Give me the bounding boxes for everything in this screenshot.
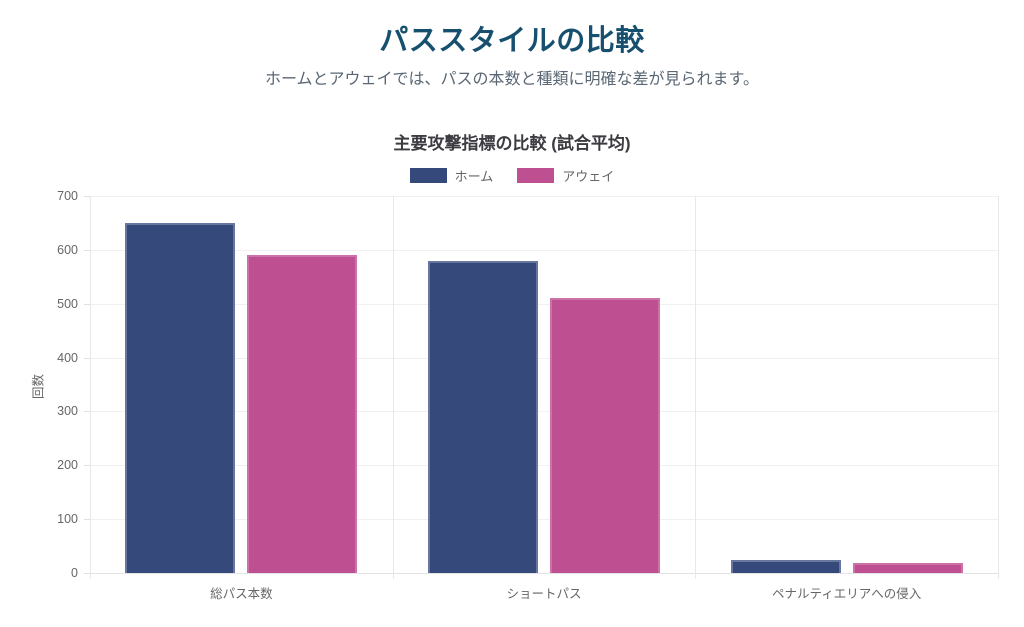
y-tick-mark [84, 196, 90, 197]
y-axis-title: 回数 [31, 374, 46, 400]
gridline-200 [90, 465, 998, 467]
y-tick-label: 500 [57, 296, 78, 311]
y-tick-mark [84, 411, 90, 413]
legend-swatch [409, 168, 447, 183]
y-tick-mark [84, 465, 90, 467]
page-subtitle: ホームとアウェイでは、パスの本数と種類に明確な差が見られます。 [265, 71, 759, 88]
y-tick-mark [84, 357, 90, 359]
y-tick-label: 300 [57, 404, 78, 419]
category-separator [392, 196, 394, 579]
legend-swatch [517, 168, 555, 183]
x-axis-label: ペナルティエリアへの侵入 [772, 587, 922, 601]
bar-アウェイ-ショートパス[interactable] [550, 298, 660, 573]
y-tick-mark [84, 303, 90, 305]
gridline-300 [90, 411, 998, 413]
gridline-600 [90, 249, 998, 251]
category-separator [998, 196, 999, 579]
y-tick-label: 400 [57, 350, 78, 365]
plot-area [90, 196, 999, 579]
page-title: パススタイルの比較 [379, 25, 645, 57]
y-tick-label: 700 [57, 189, 78, 203]
bar-ホーム-ペナルティエリアへの侵入[interactable] [730, 559, 841, 573]
chart-legend: ホーム アウェイ [0, 166, 1024, 185]
y-tick-label: 600 [57, 242, 78, 257]
legend-label: ホーム [454, 169, 494, 184]
gridline-500 [90, 303, 998, 305]
y-tick-mark [84, 249, 90, 251]
x-axis-label: 総パス本数 [210, 587, 273, 601]
y-tick-label: 200 [57, 458, 78, 473]
gridline-400 [90, 357, 998, 359]
y-tick-mark [84, 519, 90, 521]
category-separator [695, 196, 697, 579]
gridline-700 [90, 196, 998, 197]
bar-アウェイ-ペナルティエリアへの侵入[interactable] [852, 563, 963, 573]
legend-item-アウェイ[interactable]: アウェイ [517, 166, 614, 185]
chart-title: 主要攻撃指標の比較 (試合平均) [393, 134, 631, 153]
y-tick-mark [84, 573, 90, 574]
gridline-0 [90, 573, 998, 574]
bar-ホーム-総パス本数[interactable] [125, 222, 236, 573]
x-axis-label: ショートパス [506, 587, 582, 601]
legend-label: アウェイ [562, 169, 615, 184]
bar-ホーム-ショートパス[interactable] [428, 260, 538, 573]
y-tick-label: 100 [57, 512, 78, 527]
y-axis-border [90, 196, 91, 579]
legend-item-ホーム[interactable]: ホーム [409, 166, 494, 185]
bar-アウェイ-総パス本数[interactable] [247, 255, 358, 573]
y-tick-label: 0 [71, 566, 78, 580]
gridline-100 [90, 519, 998, 521]
